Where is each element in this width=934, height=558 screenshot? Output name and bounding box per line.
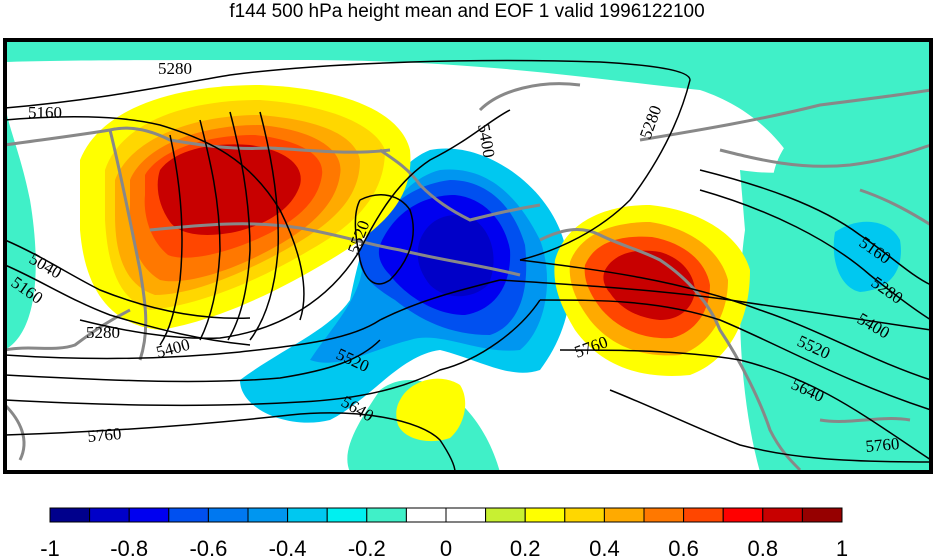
colorbar-swatch bbox=[722, 507, 764, 523]
colorbar-swatch bbox=[762, 507, 803, 523]
colorbar-swatch bbox=[128, 507, 170, 523]
colorbar-tick-label: 0.8 bbox=[748, 536, 779, 558]
blue-anomaly-peak bbox=[417, 215, 494, 297]
colorbar-swatch bbox=[643, 507, 685, 523]
colorbar-tick-label: 0.6 bbox=[668, 536, 699, 558]
contour-label: 5160 bbox=[28, 103, 62, 122]
colorbar-swatch bbox=[445, 507, 487, 523]
colorbar-swatch bbox=[207, 507, 249, 523]
contour-label: 5280 bbox=[86, 323, 120, 342]
map-border bbox=[3, 38, 933, 474]
colorbar-tick-label: -1 bbox=[40, 536, 60, 558]
cyan-top bbox=[5, 40, 931, 190]
colorbar-tick-label: 1 bbox=[836, 536, 848, 558]
colorbar-swatch bbox=[49, 507, 91, 523]
colorbar-swatch bbox=[287, 507, 328, 523]
colorbar-swatch bbox=[247, 507, 289, 523]
colorbar-swatch bbox=[524, 507, 566, 523]
colorbar-swatch bbox=[564, 507, 605, 523]
colorbar-ticks: -1 -0.8 -0.6 -0.4 -0.2 0 0.2 0.4 0.6 0.8 1 bbox=[40, 536, 848, 558]
map-title: f144 500 hPa height mean and EOF 1 valid… bbox=[229, 1, 705, 22]
contour-label: 5760 bbox=[865, 434, 901, 456]
height-contours bbox=[4, 59, 932, 473]
colorbar-tick-label: -0.4 bbox=[269, 536, 307, 558]
colorbar-swatch bbox=[168, 507, 209, 523]
blue-anomaly-east bbox=[833, 221, 901, 292]
colorbar-swatch bbox=[89, 507, 130, 523]
colorbar-swatch bbox=[603, 507, 645, 523]
colorbar-tick-label: -0.6 bbox=[189, 536, 227, 558]
colorbar-tick-label: 0 bbox=[440, 536, 452, 558]
colorbar-tick-label: -0.8 bbox=[110, 536, 148, 558]
positive-anomaly-west-peak bbox=[157, 144, 301, 235]
colorbar-swatch bbox=[405, 507, 447, 523]
colorbar-swatch bbox=[485, 507, 526, 523]
colorbar-tick-label: 0.2 bbox=[510, 536, 541, 558]
colorbar-swatch bbox=[801, 507, 843, 523]
colorbar-swatch bbox=[366, 507, 407, 523]
colorbar-tick-label: -0.2 bbox=[348, 536, 386, 558]
colorbar-swatches bbox=[49, 507, 843, 523]
colorbar-tick-label: 0.4 bbox=[589, 536, 620, 558]
colorbar-swatch bbox=[326, 507, 368, 523]
contour-label: 5760 bbox=[87, 424, 123, 446]
colorbar-swatch bbox=[683, 507, 724, 523]
contour-label: 5280 bbox=[158, 59, 192, 78]
